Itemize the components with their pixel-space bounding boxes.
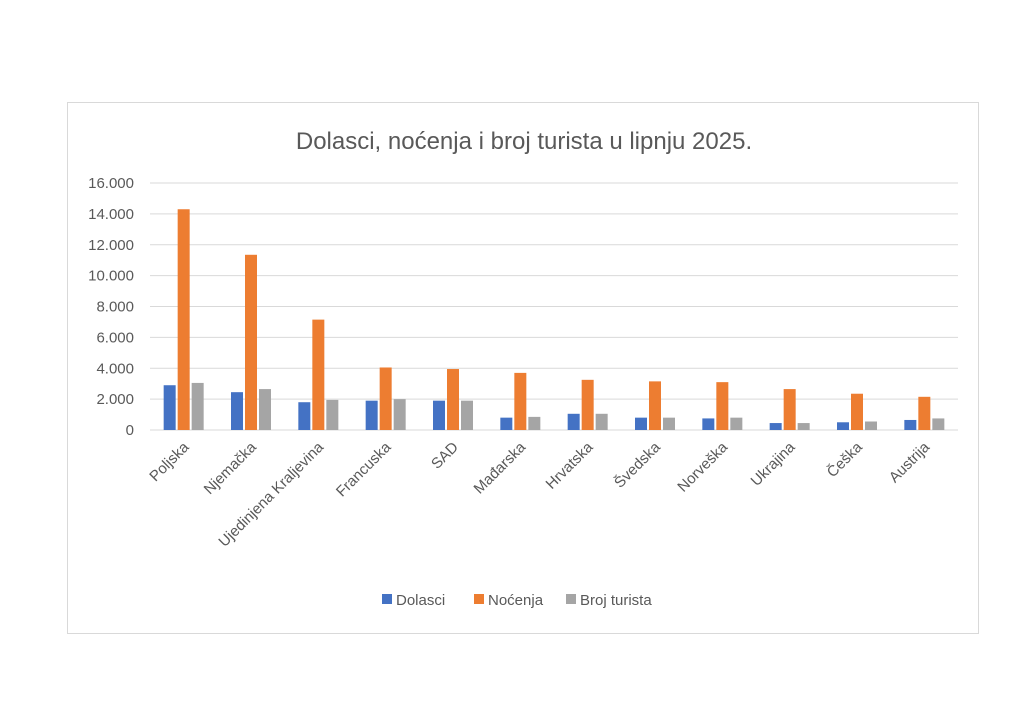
legend-swatch [566,594,576,604]
legend-swatch [382,594,392,604]
bar-dolasci-6 [567,413,580,430]
y-tick-label: 4.000 [96,360,134,377]
bar-broj-turista-7 [663,417,675,430]
bar-broj-turista-3 [393,399,406,430]
y-tick-label: 12.000 [88,237,134,254]
y-axis-ticks: 0 2.000 4.000 6.000 8.000 10.000 12.000 14.000 1… [88,175,134,439]
x-tick-label: Ukrajina [748,438,799,489]
bar-broj-turista-10 [865,421,877,430]
x-tick-label: Poljska [146,438,193,485]
bar-noćenja-10 [851,393,863,430]
x-tick-label: Francuska [333,438,395,500]
bar-dolasci-3 [365,400,378,430]
bar-dolasci-2 [298,402,311,430]
bar-broj-turista-1 [259,389,271,430]
bar-dolasci-9 [769,423,782,430]
bar-chart: Dolasci, noćenja i broj turista u lipnju… [88,128,958,609]
x-tick-label: Njemačka [201,438,261,498]
bar-noćenja-4 [447,369,459,430]
legend-label: Dolasci [396,592,445,609]
bar-dolasci-1 [231,392,243,430]
bar-noćenja-1 [245,254,257,430]
bar-dolasci-4 [433,400,445,430]
y-tick-label: 16.000 [88,175,134,192]
bar-dolasci-5 [500,417,513,430]
bar-broj-turista-4 [461,400,473,430]
bar-noćenja-0 [177,209,190,430]
bar-noćenja-11 [918,396,931,430]
bar-broj-turista-8 [730,417,743,430]
bar-broj-turista-5 [528,416,541,430]
legend-label: Broj turista [580,592,652,609]
gridlines [150,182,958,431]
bar-dolasci-7 [635,417,647,430]
bar-noćenja-9 [783,389,796,430]
bar-dolasci-11 [904,419,917,430]
bar-noćenja-5 [514,372,527,430]
x-tick-label: Hrvatska [543,438,597,492]
bar-broj-turista-0 [191,382,204,430]
bar-broj-turista-9 [797,423,810,430]
bar-dolasci-10 [837,422,849,430]
legend: Dolasci Noćenja Broj turista [382,592,652,609]
chart-frame: Dolasci, noćenja i broj turista u lipnju… [67,102,979,634]
y-tick-label: 14.000 [88,206,134,223]
y-tick-label: 0 [126,422,134,439]
y-tick-label: 10.000 [88,268,134,285]
y-tick-label: 8.000 [96,299,134,316]
bar-noćenja-6 [581,379,594,430]
chart-title: Dolasci, noćenja i broj turista u lipnju… [296,128,752,155]
bar-dolasci-0 [163,385,176,430]
y-tick-label: 2.000 [96,391,134,408]
x-tick-label: Češka [824,438,867,481]
x-tick-label: SAD [428,439,462,473]
bars [163,209,945,430]
bar-noćenja-3 [379,367,392,430]
bar-noćenja-7 [649,381,661,430]
y-tick-label: 6.000 [96,329,134,346]
bar-noćenja-2 [312,319,325,430]
legend-label: Noćenja [488,592,544,609]
bar-dolasci-8 [702,418,715,430]
bar-broj-turista-11 [932,418,945,430]
bar-broj-turista-2 [326,399,339,430]
x-tick-label: Norveška [674,438,731,495]
bar-noćenja-8 [716,382,729,430]
x-tick-label: Mađarska [471,438,530,497]
bar-broj-turista-6 [595,413,608,430]
legend-swatch [474,594,484,604]
x-tick-label: Švedska [611,438,664,491]
x-tick-label: Austrija [886,438,934,486]
